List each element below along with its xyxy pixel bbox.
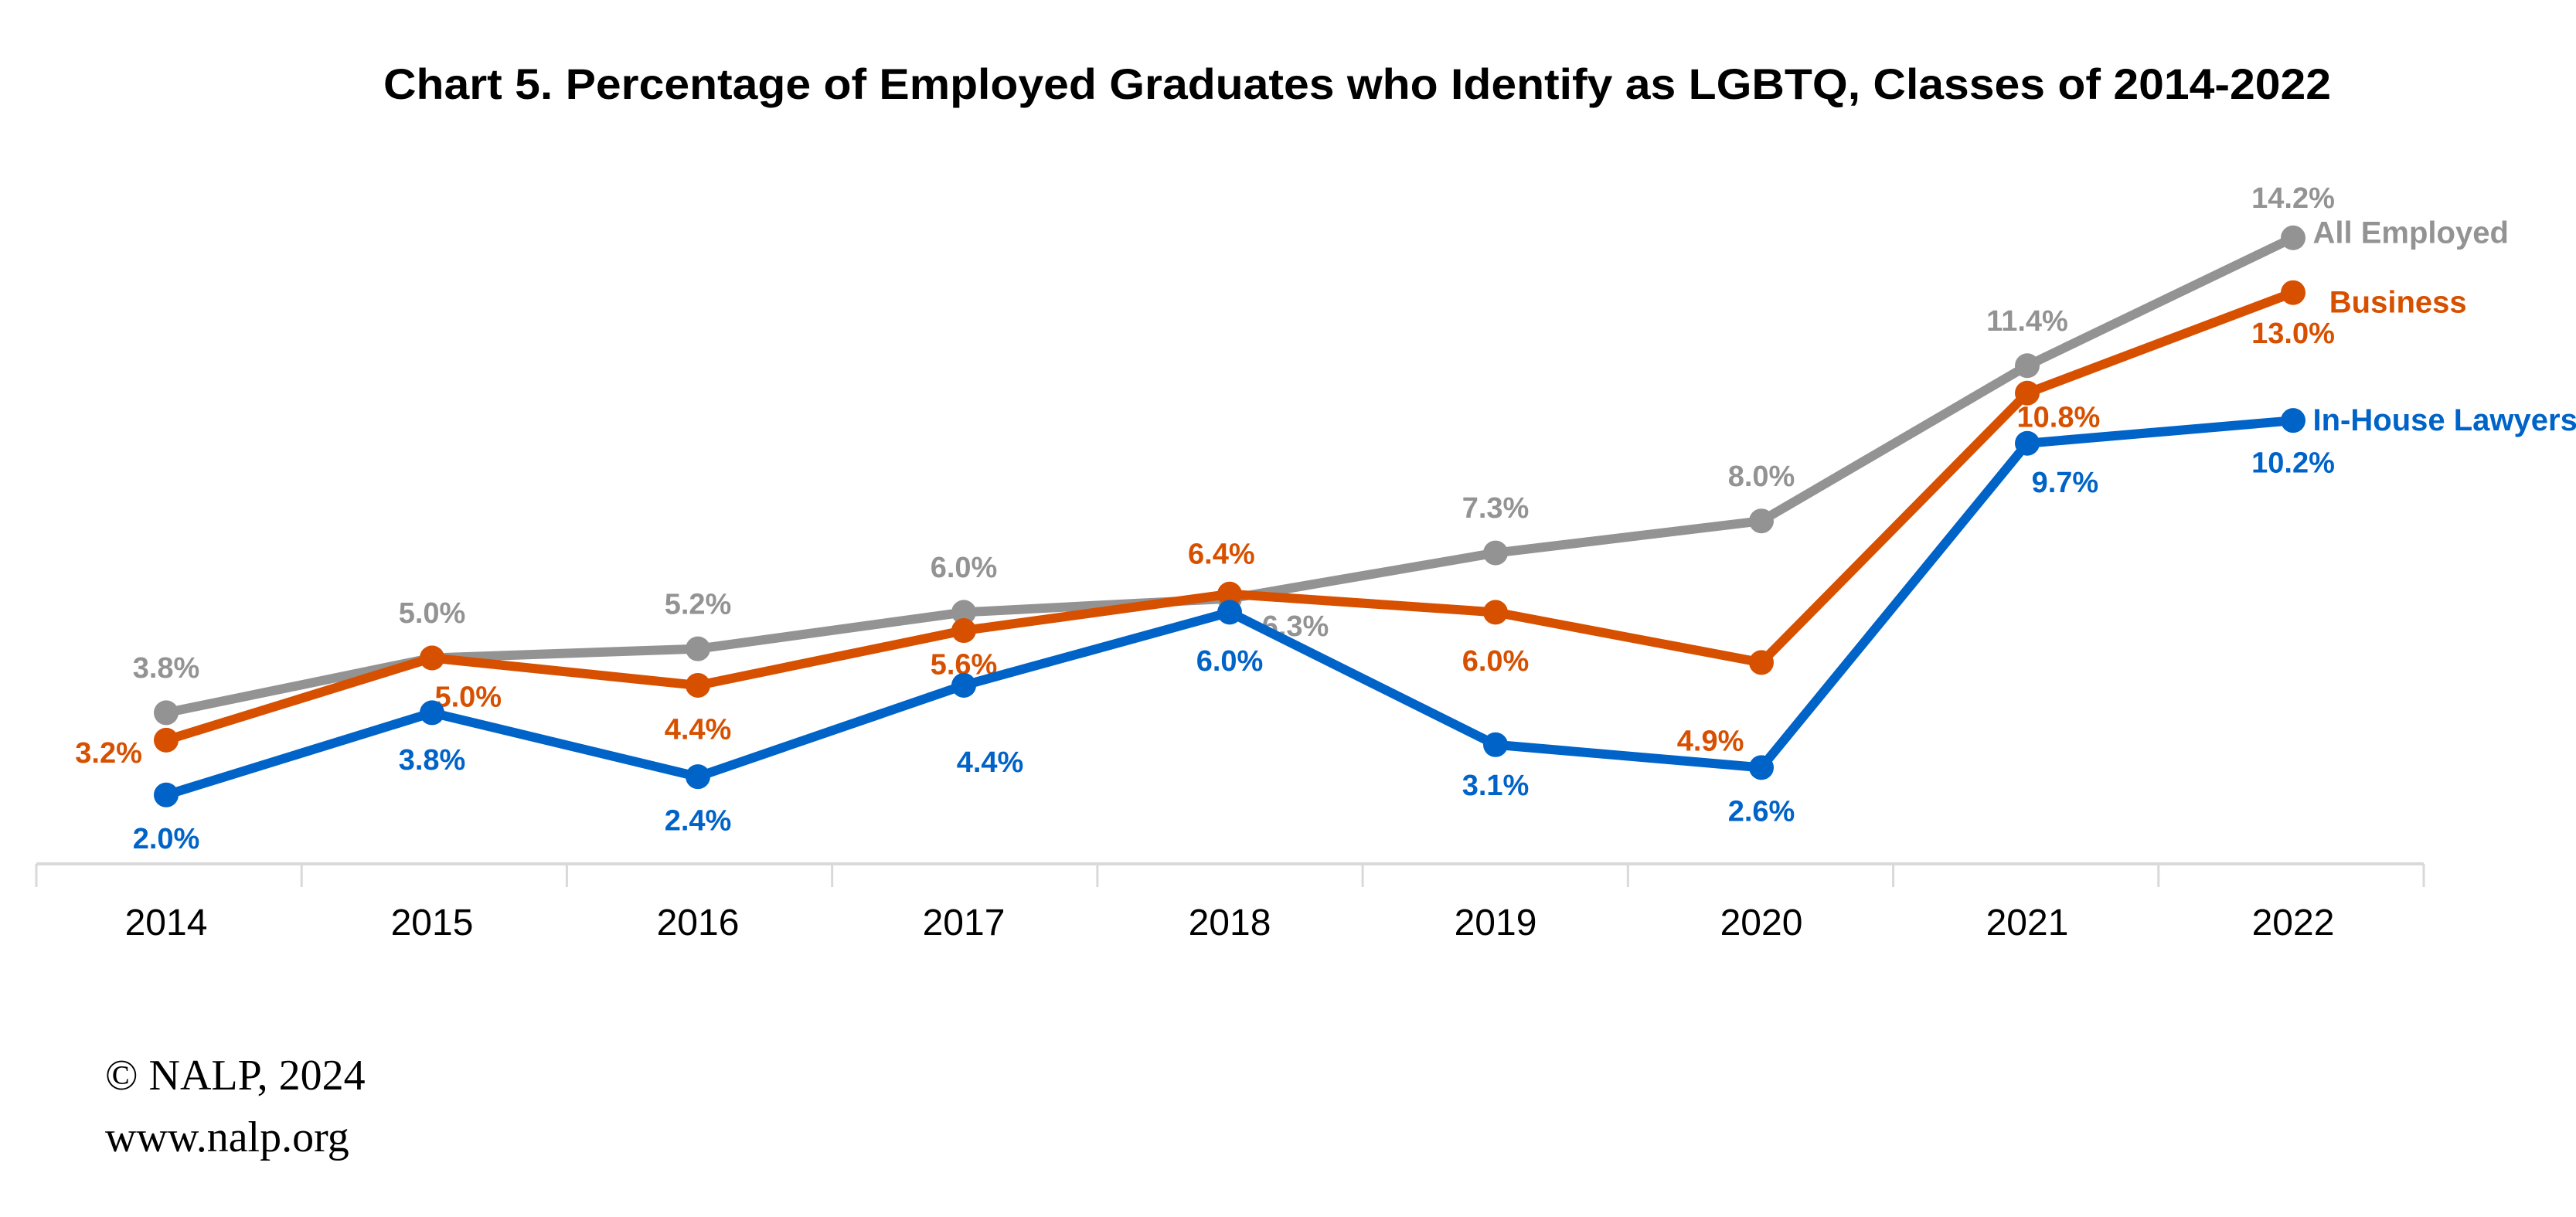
data-point xyxy=(951,600,976,625)
data-label: 3.8% xyxy=(399,744,466,777)
data-point xyxy=(2281,408,2305,433)
data-label: 11.4% xyxy=(1986,305,2068,338)
data-point xyxy=(686,636,710,661)
data-point xyxy=(2015,430,2040,456)
data-point xyxy=(1483,600,1508,625)
data-label: 6.0% xyxy=(931,552,998,584)
x-tick-label: 2018 xyxy=(1189,903,1271,943)
x-tick-label: 2020 xyxy=(1720,903,1803,943)
series-all-employed: 3.8%5.0% 5.2%6.0%6.3%7.3%8.0%11.4%14.2%Al… xyxy=(133,182,2509,726)
series-line xyxy=(165,233,2295,718)
data-point xyxy=(1483,732,1508,757)
data-label: 10.8% xyxy=(2017,402,2101,434)
x-tick-label: 2017 xyxy=(923,903,1006,943)
data-label: 8.0% xyxy=(1728,461,1795,493)
series-name-label: Business xyxy=(2329,285,2467,319)
data-label: 4.4% xyxy=(957,746,1024,779)
data-label: 4.4% xyxy=(665,713,732,746)
data-point xyxy=(420,645,444,671)
data-point xyxy=(2281,225,2305,250)
data-point xyxy=(2015,353,2040,379)
data-point xyxy=(1749,755,1774,780)
data-label: 6.0% xyxy=(1462,645,1530,678)
data-point xyxy=(951,672,976,698)
data-label: 6.0% xyxy=(1196,645,1264,678)
data-point xyxy=(686,672,710,698)
data-label: 9.7% xyxy=(2032,467,2099,499)
x-tick-label: 2021 xyxy=(1986,903,2069,943)
data-label: 3.1% xyxy=(1462,770,1530,802)
data-label: 13.0% xyxy=(2251,318,2335,350)
series-name-label: In-House Lawyers xyxy=(2313,403,2576,437)
data-point xyxy=(1483,540,1508,566)
data-label: 6.4% xyxy=(1188,539,1255,571)
data-point xyxy=(2015,380,2040,406)
data-label: 2.0% xyxy=(133,823,200,855)
data-point xyxy=(1749,650,1774,675)
data-point xyxy=(154,727,179,753)
data-point xyxy=(420,700,444,726)
x-tick-label: 2022 xyxy=(2252,903,2335,943)
series-in-house-lawyers: 2.0% 3.8% 2.4% 4.4% 6.0% 3.1% 2.6% 9.7% 10.2% In-… xyxy=(133,403,2576,855)
data-label: 4.9% xyxy=(1677,725,1744,757)
footer-website: www.nalp.org xyxy=(105,1113,349,1161)
footer-copyright: © NALP, 2024 xyxy=(105,1052,366,1100)
data-label: 3.8% xyxy=(133,652,200,685)
data-label: 5.2% xyxy=(665,588,732,620)
data-point xyxy=(2281,280,2305,305)
data-label: 2.6% xyxy=(1728,796,1795,828)
x-axis: 2014 2015 2016 2017 2018 2019 2020 2021 2022 xyxy=(35,862,2425,943)
data-label: 3.2% xyxy=(75,737,142,770)
data-label: 5.0% xyxy=(434,682,502,714)
series-business: 3.2%5.0%4.4%5.6%6.4%6.0%4.9%10.8%13.0%Bu… xyxy=(75,280,2467,770)
x-tick-label: 2014 xyxy=(125,903,208,943)
data-label: 7.3% xyxy=(1462,492,1530,525)
data-label: 5.0% xyxy=(399,597,466,630)
data-point xyxy=(686,764,710,790)
data-point xyxy=(951,618,976,644)
data-label: 2.4% xyxy=(665,805,732,838)
data-point xyxy=(1217,600,1242,625)
data-label: 10.2% xyxy=(2251,447,2335,479)
data-point xyxy=(1217,581,1242,607)
x-tick-label: 2015 xyxy=(391,903,474,943)
data-point xyxy=(154,700,179,726)
data-point xyxy=(154,782,179,807)
x-tick-label: 2019 xyxy=(1455,903,1537,943)
series-name-label: All Employed xyxy=(2313,216,2509,250)
series-group: 3.8%5.0% 5.2%6.0%6.3%7.3%8.0%11.4%14.2%Al… xyxy=(75,182,2576,855)
chart-title: Chart 5. Percentage of Employed Graduate… xyxy=(383,59,2331,108)
x-tick-label: 2016 xyxy=(657,903,740,943)
data-label: 14.2% xyxy=(2251,182,2335,215)
data-point xyxy=(1749,508,1774,534)
